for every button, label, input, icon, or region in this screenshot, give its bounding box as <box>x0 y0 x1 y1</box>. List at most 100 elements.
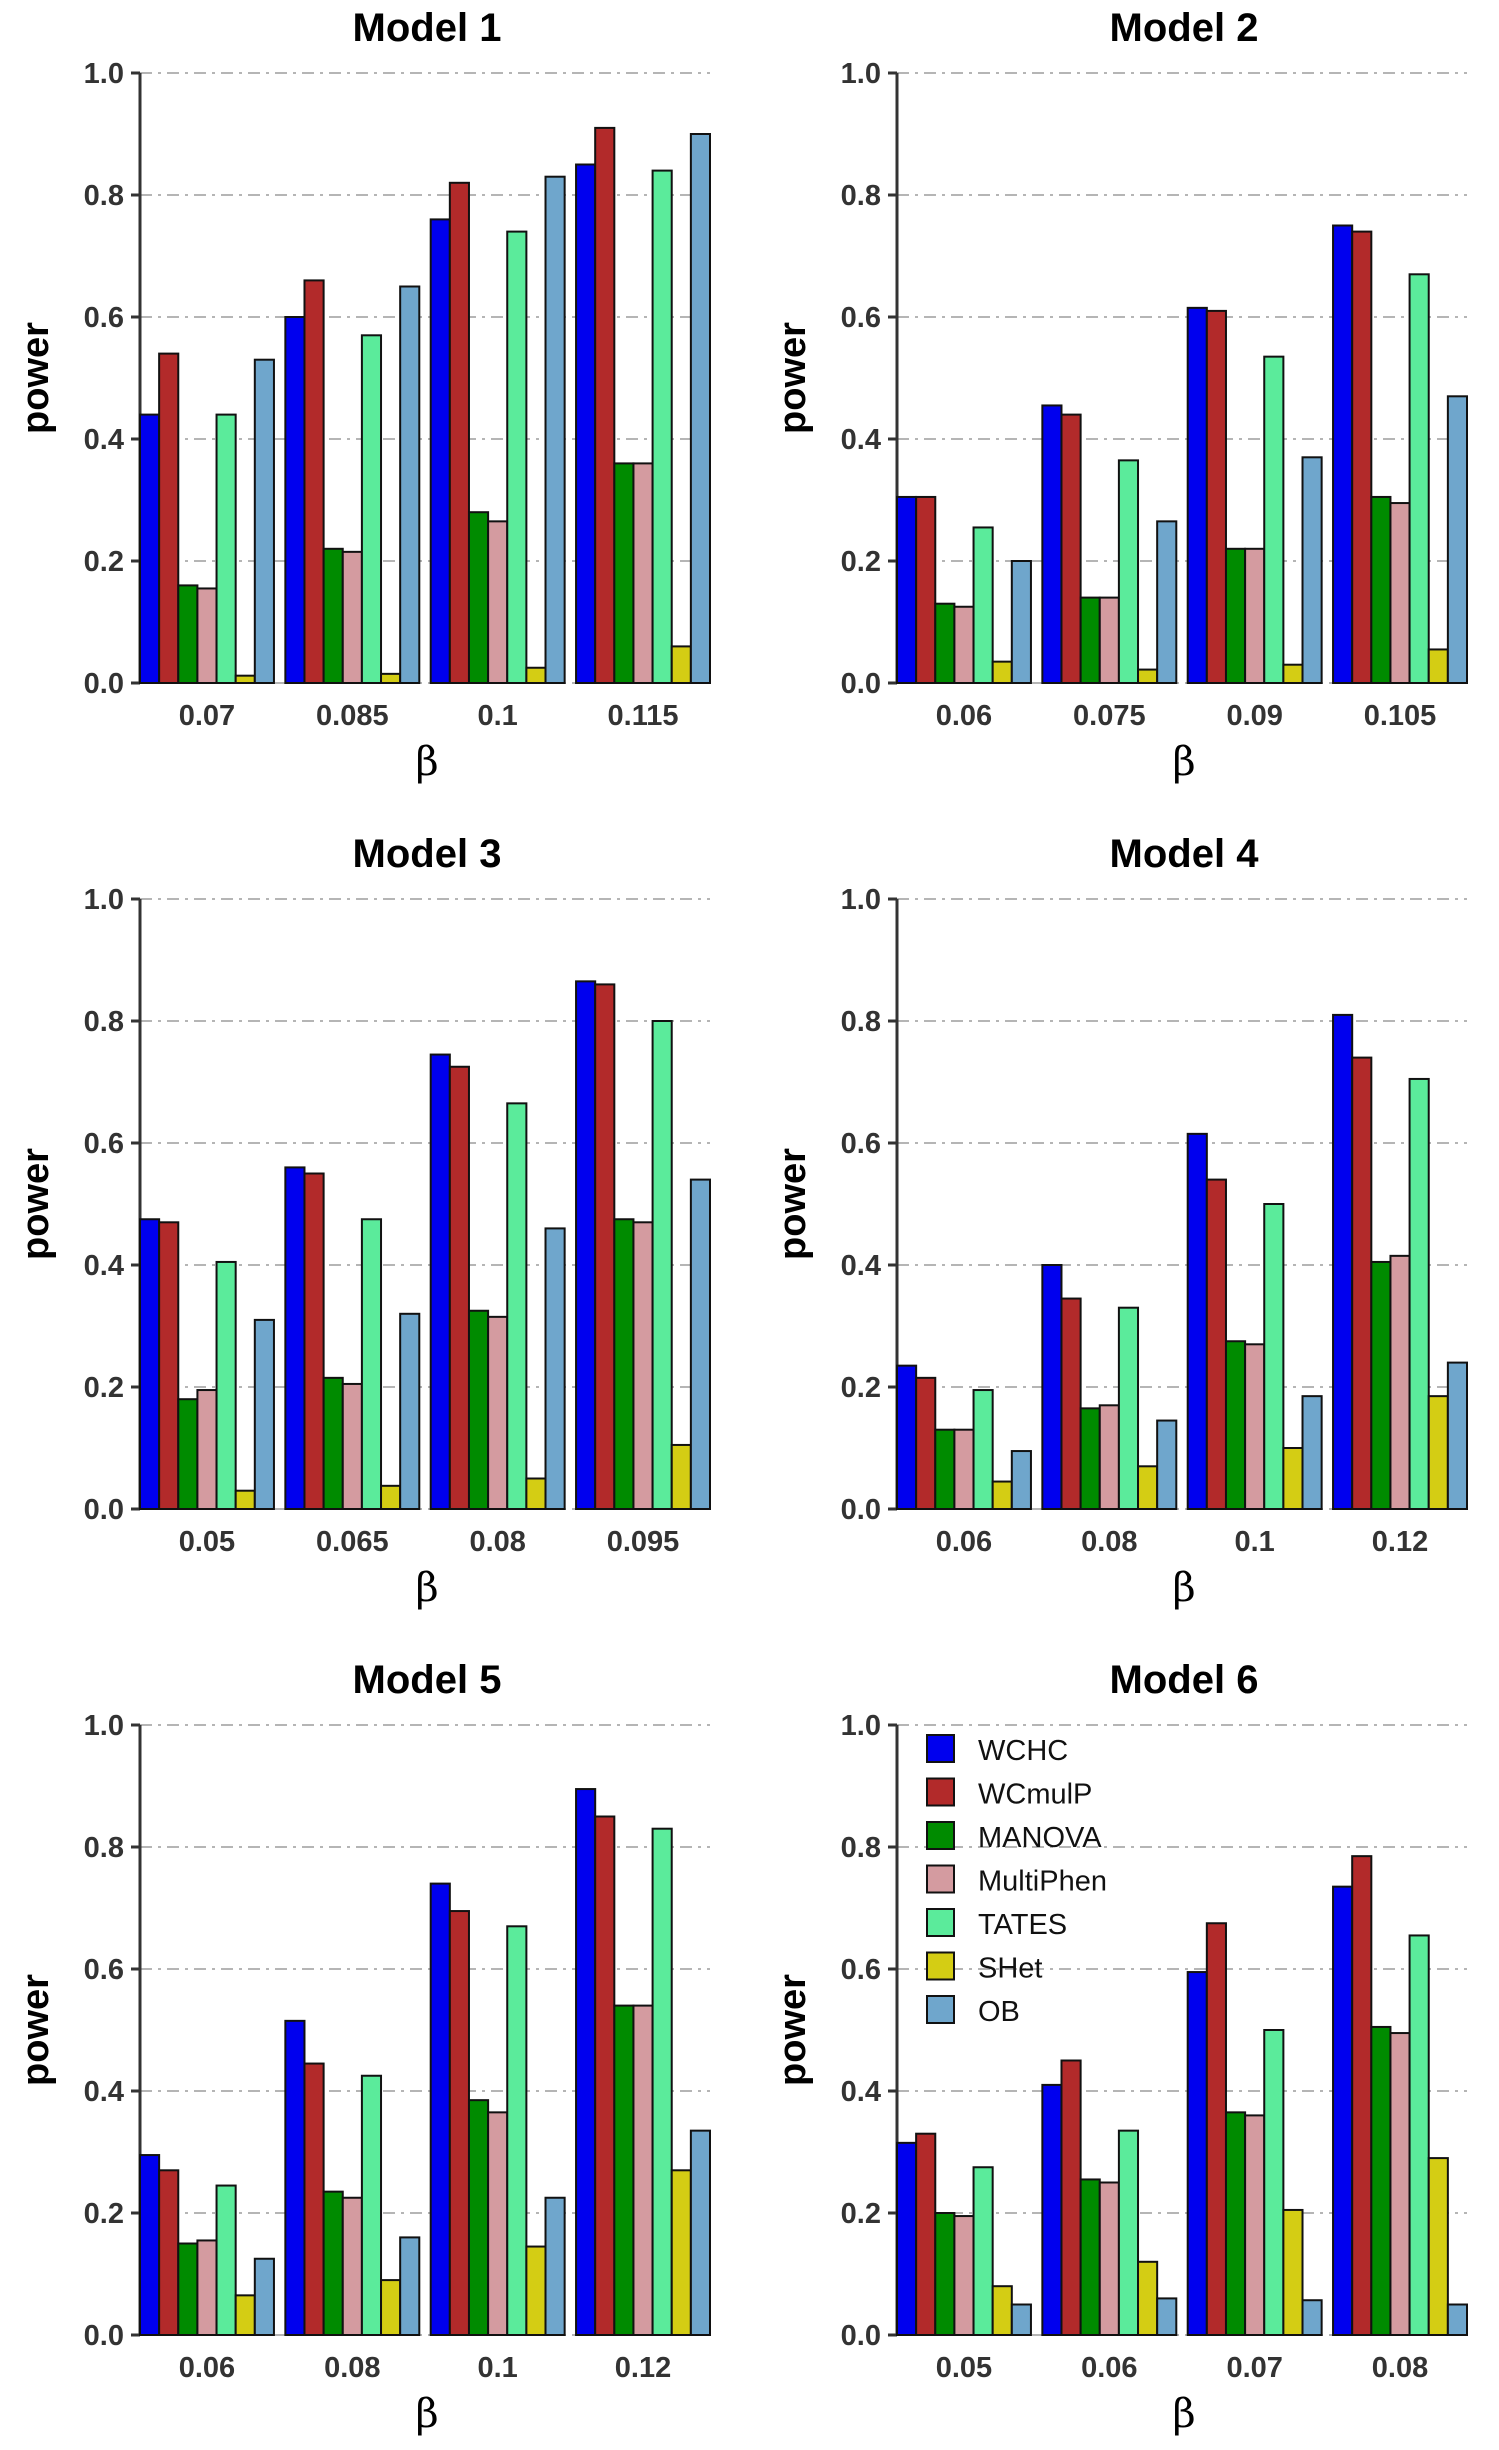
bar-wcmulp-0.07 <box>158 352 180 684</box>
bar-wcmulp-0.1 <box>1205 1178 1227 1510</box>
bar-wcmulp-0.05 <box>915 2132 937 2336</box>
bar-manova-0.09 <box>1224 547 1247 684</box>
bar-tates-0.1 <box>1263 1203 1285 1510</box>
y-tick-label: 0.4 <box>841 424 881 456</box>
bar-wcmulp-0.06 <box>915 1376 937 1510</box>
x-tick-label: 0.1 <box>478 2352 518 2384</box>
bar-multiphen-0.085 <box>341 550 363 684</box>
x-tick-label: 0.1 <box>1235 1526 1275 1558</box>
bar-wcmulp-0.08 <box>448 1065 470 1510</box>
chart-title: Model 1 <box>353 6 502 50</box>
legend-swatch-multiphen <box>926 1864 955 1894</box>
bar-manova-0.105 <box>1370 495 1392 685</box>
y-tick-label: 1.0 <box>84 1710 124 1742</box>
y-tick-label: 0.8 <box>841 180 881 212</box>
bar-multiphen-0.07 <box>1244 2114 1266 2336</box>
y-axis-label: power <box>772 1148 814 1260</box>
bar-wchc-0.12 <box>1332 1013 1354 1511</box>
bar-shet-0.05 <box>991 2285 1013 2336</box>
x-tick-label: 0.1 <box>478 700 518 732</box>
bar-shet-0.05 <box>234 1489 256 1510</box>
x-tick-label: 0.085 <box>316 700 389 732</box>
y-tick-label: 0.6 <box>841 302 881 334</box>
bar-multiphen-0.08 <box>1098 1404 1120 1511</box>
legend-label-ob: OB <box>978 1996 1020 2028</box>
bar-tates-0.05 <box>215 1260 237 1510</box>
bar-multiphen-0.1 <box>1244 1343 1266 1511</box>
y-tick-label: 0.6 <box>84 1128 124 1160</box>
bar-wcmulp-0.12 <box>594 1815 616 2336</box>
bar-multiphen-0.06 <box>196 2239 218 2336</box>
x-tick-label: 0.065 <box>316 1526 389 1558</box>
bar-wchc-0.06 <box>896 1364 918 1511</box>
bar-shet-0.08 <box>1427 2157 1449 2337</box>
bar-manova-0.1 <box>467 2099 490 2336</box>
bar-tates-0.09 <box>1263 355 1285 684</box>
y-tick-label: 1.0 <box>841 884 881 916</box>
bar-manova-0.12 <box>1370 1260 1392 1510</box>
bar-ob-0.12 <box>689 2129 711 2336</box>
bar-ob-0.1 <box>1301 1395 1323 1511</box>
bar-wchc-0.09 <box>1186 306 1208 684</box>
bar-wcmulp-0.095 <box>594 983 616 1510</box>
y-axis-label: power <box>15 1974 57 2086</box>
bar-wchc-0.12 <box>575 1788 597 2337</box>
y-axis-label: power <box>15 322 57 434</box>
y-axis-label: power <box>772 322 814 434</box>
bar-multiphen-0.12 <box>632 2004 654 2336</box>
bar-multiphen-0.05 <box>196 1389 218 1511</box>
chart-title: Model 3 <box>353 832 502 876</box>
y-tick-label: 0.0 <box>841 1494 881 1526</box>
y-tick-label: 0.0 <box>84 2320 124 2352</box>
y-tick-label: 0.4 <box>84 1250 124 1282</box>
x-tick-label: 0.075 <box>1073 700 1146 732</box>
x-axis-label: β <box>415 1565 438 1611</box>
bar-manova-0.08 <box>1370 2025 1392 2336</box>
y-tick-label: 0.8 <box>84 1832 124 1864</box>
bar-wcmulp-0.075 <box>1060 413 1082 684</box>
bar-shet-0.1 <box>525 666 547 684</box>
bar-ob-0.06 <box>1156 2297 1178 2336</box>
y-tick-label: 0.4 <box>84 424 124 456</box>
y-tick-label: 0.0 <box>84 1494 124 1526</box>
y-tick-label: 0.2 <box>84 2198 124 2230</box>
chart-panel-5: Model 5 0.0 0.2 0.4 0.6 0.8 1.0 0.06 0.08 0.1 0.12… <box>15 1658 711 2437</box>
bar-manova-0.075 <box>1079 596 1101 684</box>
bar-multiphen-0.06 <box>953 1428 975 1510</box>
bar-ob-0.06 <box>1010 1450 1032 1511</box>
legend-swatch-wcmulp <box>926 1777 955 1807</box>
bar-shet-0.07 <box>234 674 256 684</box>
bar-ob-0.075 <box>1156 520 1178 684</box>
bar-multiphen-0.105 <box>1389 502 1411 684</box>
bar-ob-0.06 <box>1010 560 1032 684</box>
bar-shet-0.06 <box>1137 2260 1159 2337</box>
bar-shet-0.1 <box>1282 1447 1304 1510</box>
bar-ob-0.08 <box>399 2236 421 2336</box>
legend-label-manova: MANOVA <box>978 1822 1102 1854</box>
bar-multiphen-0.06 <box>953 605 975 684</box>
bar-wchc-0.105 <box>1332 224 1354 684</box>
bar-wcmulp-0.07 <box>1205 1922 1227 2336</box>
bar-tates-0.08 <box>360 2074 383 2336</box>
y-tick-label: 0.2 <box>841 2198 881 2230</box>
bar-manova-0.1 <box>1224 1340 1247 1510</box>
bar-wchc-0.1 <box>429 1882 451 2336</box>
bar-wchc-0.08 <box>1332 1885 1354 2337</box>
bar-wcmulp-0.06 <box>915 495 937 685</box>
bar-wcmulp-0.05 <box>158 1221 180 1511</box>
legend-swatch-wchc <box>926 1734 955 1763</box>
chart-panel-1: Model 1 0.0 0.2 0.4 0.6 0.8 1.0 0.07 0.085 0.1 0.1… <box>15 6 711 785</box>
bar-wchc-0.075 <box>1041 404 1063 684</box>
bar-wcmulp-0.08 <box>1351 1855 1373 2337</box>
bar-manova-0.08 <box>322 2190 344 2336</box>
chart-title: Model 4 <box>1110 832 1260 876</box>
bar-wcmulp-0.065 <box>303 1172 325 1510</box>
bar-shet-0.06 <box>234 2294 256 2337</box>
bar-shet-0.06 <box>991 660 1013 685</box>
y-tick-label: 0.2 <box>841 546 881 578</box>
bar-multiphen-0.08 <box>1389 2032 1411 2337</box>
bar-tates-0.115 <box>651 169 673 685</box>
chart-panel-3: Model 3 0.0 0.2 0.4 0.6 0.8 1.0 0.05 0.065 0.08 0.… <box>15 832 711 1611</box>
chart-panel-2: Model 2 0.0 0.2 0.4 0.6 0.8 1.0 0.06 0.075 0.09 0.… <box>772 6 1468 785</box>
